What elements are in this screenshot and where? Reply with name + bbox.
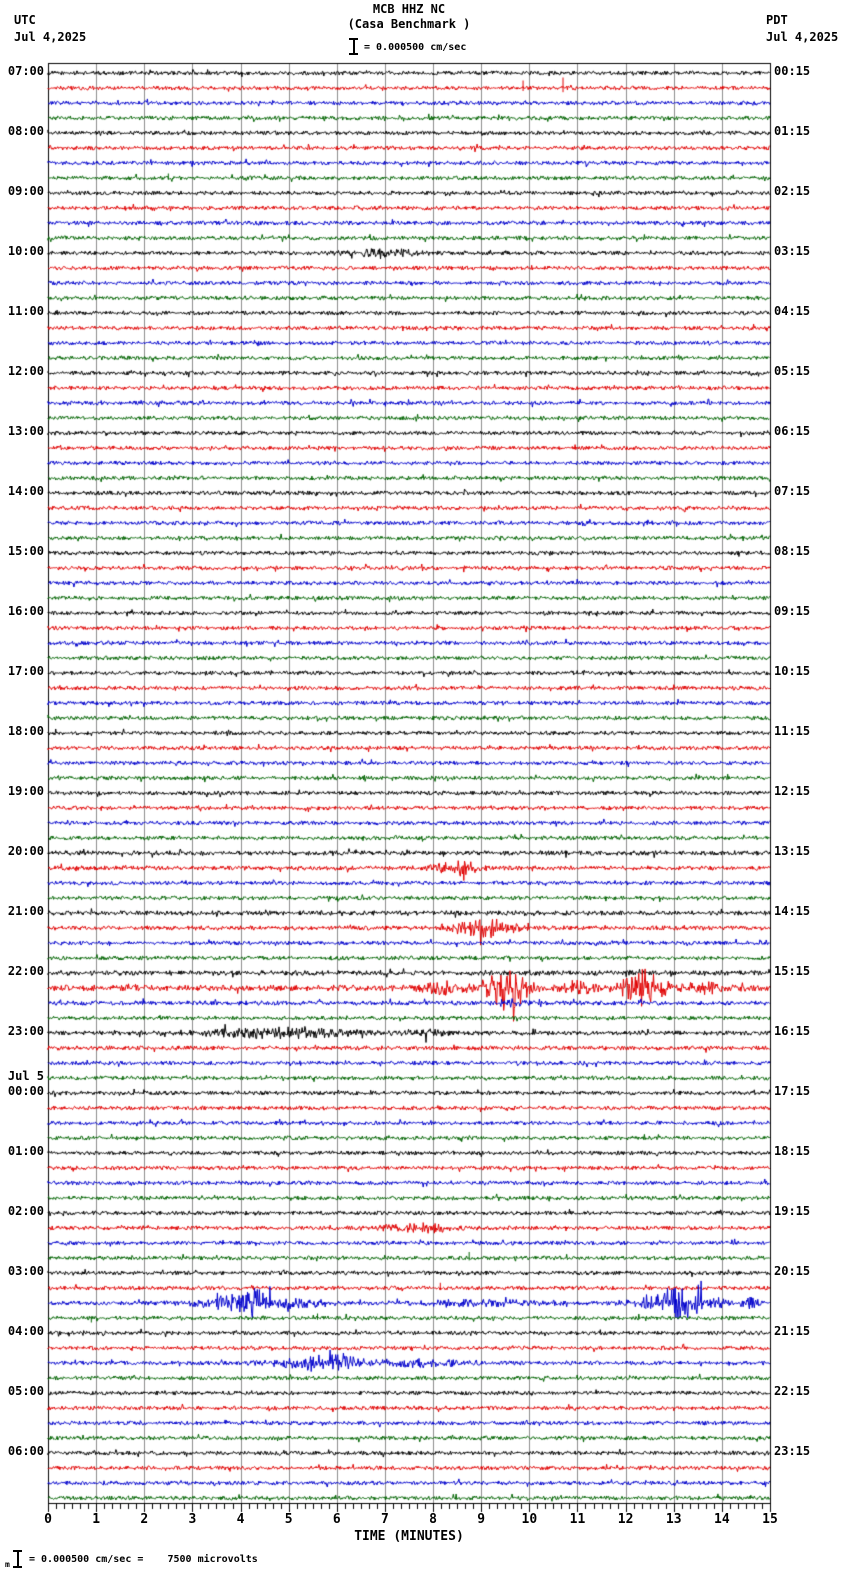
x-tick-label: 6 — [332, 1512, 341, 1527]
utc-hour-label: 07:00 — [7, 64, 44, 78]
utc-hour-label: 10:00 — [7, 244, 44, 258]
date-left-label: Jul 4,2025 — [14, 30, 87, 44]
utc-hour-label: 09:00 — [7, 184, 44, 198]
utc-hour-label: 02:00 — [7, 1204, 44, 1218]
x-tick-label: 7 — [381, 1512, 389, 1527]
pdt-hour-label: 21:15 — [774, 1324, 811, 1338]
timezone-left-label: UTC — [14, 13, 36, 27]
pdt-hour-label: 16:15 — [774, 1024, 811, 1038]
utc-hour-label: 11:00 — [7, 304, 44, 318]
station-title: MCB HHZ NC — [372, 2, 446, 16]
utc-hour-label: 19:00 — [7, 784, 44, 798]
utc-hour-label: 20:00 — [7, 844, 44, 858]
scale-label: = 0.000500 cm/sec — [364, 42, 467, 53]
x-tick-label: 0 — [44, 1512, 52, 1527]
utc-hour-label: 17:00 — [7, 664, 44, 678]
pdt-hour-label: 14:15 — [774, 904, 811, 918]
x-tick-label: 9 — [477, 1512, 486, 1527]
utc-hour-label: 22:00 — [7, 964, 44, 978]
x-tick-label: 8 — [429, 1512, 437, 1527]
pdt-hour-label: 13:15 — [774, 844, 811, 858]
x-tick-label: 15 — [762, 1512, 778, 1527]
date-right-label: Jul 4,2025 — [766, 30, 839, 44]
utc-hour-label: 18:00 — [7, 724, 44, 738]
pdt-hour-label: 07:15 — [774, 484, 811, 498]
footer-scale-bar-icon — [13, 1550, 22, 1568]
utc-hour-label: 01:00 — [7, 1144, 44, 1158]
utc-hour-label: 04:00 — [7, 1324, 44, 1338]
x-tick-label: 1 — [92, 1512, 101, 1527]
utc-hour-label: 12:00 — [7, 364, 44, 378]
x-tick-label: 4 — [236, 1512, 245, 1527]
pdt-hour-label: 01:15 — [774, 124, 811, 138]
timezone-right-label: PDT — [766, 13, 788, 27]
pdt-hour-label: 18:15 — [774, 1144, 811, 1158]
pdt-hour-label: 12:15 — [774, 784, 811, 798]
x-tick-label: 5 — [284, 1512, 293, 1527]
scale-bar-icon — [349, 38, 358, 55]
pdt-hour-label: 11:15 — [774, 724, 811, 738]
utc-hour-label: 03:00 — [7, 1264, 44, 1278]
utc-hour-label: 16:00 — [7, 604, 44, 618]
pdt-hour-label: 20:15 — [774, 1264, 811, 1278]
pdt-hour-label: 15:15 — [774, 964, 811, 978]
utc-hour-label: 00:00 — [7, 1084, 44, 1098]
x-axis-title: TIME (MINUTES) — [354, 1529, 464, 1544]
utc-hour-label: 06:00 — [7, 1444, 44, 1458]
pdt-hour-label: 08:15 — [774, 544, 811, 558]
pdt-hour-label: 05:15 — [774, 364, 811, 378]
pdt-hour-label: 10:15 — [774, 664, 811, 678]
x-tick-label: 14 — [714, 1512, 730, 1527]
utc-hour-label: 05:00 — [7, 1384, 44, 1398]
utc-hour-label: 21:00 — [7, 904, 44, 918]
pdt-hour-label: 03:15 — [774, 244, 811, 258]
pdt-hour-label: 02:15 — [774, 184, 811, 198]
pdt-hour-label: 17:15 — [774, 1084, 811, 1098]
pdt-hour-label: 22:15 — [774, 1384, 811, 1398]
station-subtitle: (Casa Benchmark ) — [347, 17, 471, 31]
pdt-hour-label: 00:15 — [774, 64, 811, 78]
x-tick-label: 13 — [665, 1512, 682, 1527]
x-tick-label: 11 — [569, 1512, 586, 1527]
pdt-hour-label: 06:15 — [774, 424, 811, 438]
utc-hour-label: 14:00 — [7, 484, 44, 498]
x-tick-label: 3 — [188, 1512, 197, 1527]
date-rollover-label: Jul 5 — [7, 1069, 44, 1083]
pdt-hour-label: 04:15 — [774, 304, 811, 318]
pdt-hour-label: 23:15 — [774, 1444, 811, 1458]
footer-scale-note: = 0.000500 cm/sec = 7500 microvolts — [29, 1554, 258, 1565]
utc-hour-label: 15:00 — [7, 544, 44, 558]
x-tick-label: 12 — [617, 1512, 634, 1527]
pdt-hour-label: 19:15 — [774, 1204, 811, 1218]
pdt-hour-label: 09:15 — [774, 604, 811, 618]
utc-hour-label: 23:00 — [7, 1024, 44, 1038]
utc-hour-label: 13:00 — [7, 424, 44, 438]
x-tick-label: 10 — [521, 1512, 538, 1527]
utc-hour-label: 08:00 — [7, 124, 44, 138]
x-tick-label: 2 — [140, 1512, 149, 1527]
footer-prefix: m — [5, 1560, 10, 1569]
